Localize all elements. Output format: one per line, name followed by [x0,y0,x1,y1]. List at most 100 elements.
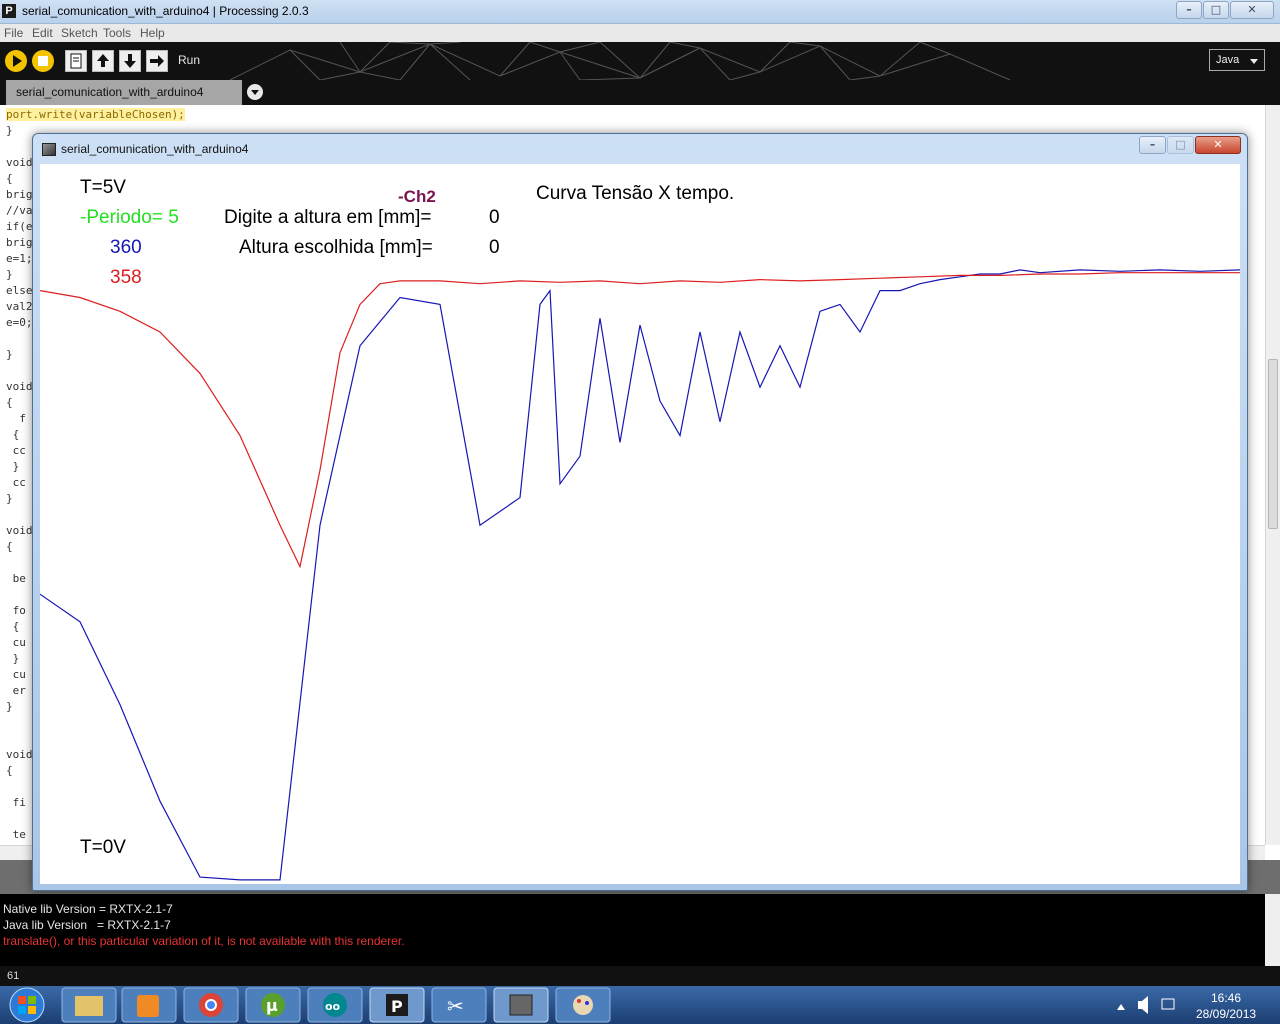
toolbar-background-network [229,42,1011,80]
explorer-taskbar-icon[interactable] [61,987,117,1023]
svg-text:µ: µ [266,996,278,1015]
mode-selector[interactable]: Java [1209,49,1265,71]
code-line[interactable]: void [6,748,33,761]
open-icon [97,54,109,67]
code-line[interactable]: er [6,684,26,697]
menu-edit[interactable]: Edit [32,26,53,40]
close-button[interactable]: ✕ [1230,1,1274,19]
tab-menu-icon[interactable] [247,84,263,100]
utorrent-taskbar-icon[interactable]: µ [245,987,301,1023]
volume-icon[interactable] [1138,996,1148,1014]
svg-text:P: P [391,997,403,1016]
digite-label: Digite a altura em [mm]= [224,207,432,228]
scrollbar-thumb[interactable] [1268,359,1278,529]
code-line[interactable]: } [6,652,20,665]
code-line[interactable]: void [6,156,33,169]
export-button[interactable] [146,50,168,72]
processing-taskbar-icon[interactable]: P [369,987,425,1023]
code-line[interactable]: { [6,172,13,185]
code-line[interactable]: void [6,380,33,393]
stop-icon [38,56,48,66]
new-sketch-icon [70,53,82,69]
code-line[interactable]: cc [6,476,26,489]
menu-file[interactable]: File [4,26,24,40]
stop-button[interactable] [32,50,54,72]
minimize-button[interactable]: – [1176,1,1202,19]
code-line[interactable]: { [6,396,13,409]
mode-label: Java [1216,54,1240,66]
sketch-canvas[interactable]: T=5V -Periodo= 5 360 358 -Ch2 Digite a a… [40,164,1240,884]
code-line[interactable]: te [6,828,26,841]
sketch-window: serial_comunication_with_arduino4 – □ ✕ … [32,133,1248,891]
console-line: Native lib Version = RXTX-2.1-7 [3,902,173,916]
code-line[interactable]: //va [6,204,33,217]
code-line[interactable]: } [6,124,13,137]
menu-bar: File Edit Sketch Tools Help [0,24,1280,42]
open-button[interactable] [92,50,114,72]
code-line[interactable]: cu [6,668,26,681]
sketch-window-icon [42,143,56,156]
maximize-button[interactable]: □ [1203,1,1229,19]
toolbar: Run Java [0,42,1280,80]
code-line[interactable]: } [6,348,13,361]
code-line[interactable]: cu [6,636,26,649]
media-player-taskbar-icon[interactable] [121,987,177,1023]
code-line[interactable]: be [6,572,26,585]
paint-taskbar-icon[interactable] [555,987,611,1023]
system-tray: 16:46 28/09/2013 [1117,991,1256,1021]
code-line[interactable]: { [6,764,13,777]
arduino-taskbar-icon[interactable]: oo [307,987,363,1023]
tab-bar: serial_comunication_with_arduino4 [0,80,1280,105]
code-line[interactable]: val2 [6,300,33,313]
code-line[interactable]: } [6,460,20,473]
menu-tools[interactable]: Tools [103,26,132,40]
code-line[interactable]: } [6,700,13,713]
digite-value: 0 [489,207,500,228]
blue-channel-value: 360 [110,237,142,258]
bottom-voltage-label: T=0V [80,837,126,858]
code-line[interactable]: cc [6,444,26,457]
sketch-taskbar-icon[interactable] [493,987,549,1023]
code-line[interactable]: f [6,412,26,425]
svg-text:✂: ✂ [447,994,464,1018]
tab-sketch[interactable]: serial_comunication_with_arduino4 [6,80,242,105]
code-line[interactable]: brig [6,236,33,249]
run-button[interactable] [5,50,27,72]
blue-voltage-line [40,269,1240,881]
console-output[interactable]: Native lib Version = RXTX-2.1-7 Java lib… [0,894,1265,966]
code-line[interactable]: { [6,540,13,553]
menu-sketch[interactable]: Sketch [61,26,98,40]
code-line[interactable]: } [6,268,13,281]
code-line[interactable]: fo [6,604,26,617]
code-line[interactable]: } [6,492,13,505]
code-line[interactable]: e=0; [6,316,33,329]
new-sketch-button[interactable] [65,50,87,72]
save-button[interactable] [119,50,141,72]
code-line[interactable]: void [6,524,33,537]
clock-time[interactable]: 16:46 [1211,991,1241,1005]
code-line[interactable]: { [6,620,20,633]
code-line[interactable]: if(e [6,220,33,233]
sketch-minimize-button[interactable]: – [1139,136,1166,154]
code-line[interactable]: else [6,284,33,297]
code-line[interactable]: fi [6,796,26,809]
sketch-close-button[interactable]: ✕ [1195,136,1241,154]
show-hidden-icons-icon[interactable] [1117,1004,1125,1010]
clock-date[interactable]: 28/09/2013 [1196,1007,1256,1021]
console-scrollbar[interactable] [1265,894,1280,966]
network-icon[interactable] [1161,998,1175,1010]
code-line[interactable]: e=1; [6,252,33,265]
code-line[interactable]: brig [6,188,33,201]
code-line[interactable]: port.write(variableChosen); [6,108,185,121]
start-button[interactable] [9,987,45,1023]
export-icon [150,55,164,67]
chart-title: Curva Tensão X tempo. [536,183,735,204]
chevron-down-icon [1250,59,1258,64]
editor-vertical-scrollbar[interactable] [1265,105,1280,845]
chrome-taskbar-icon[interactable] [183,987,239,1023]
code-line[interactable]: { [6,428,20,441]
tools-taskbar-icon[interactable]: ✂ [431,987,487,1023]
svg-text:oo: oo [325,1000,341,1013]
menu-help[interactable]: Help [140,26,165,40]
sketch-window-title: serial_comunication_with_arduino4 [61,142,249,156]
